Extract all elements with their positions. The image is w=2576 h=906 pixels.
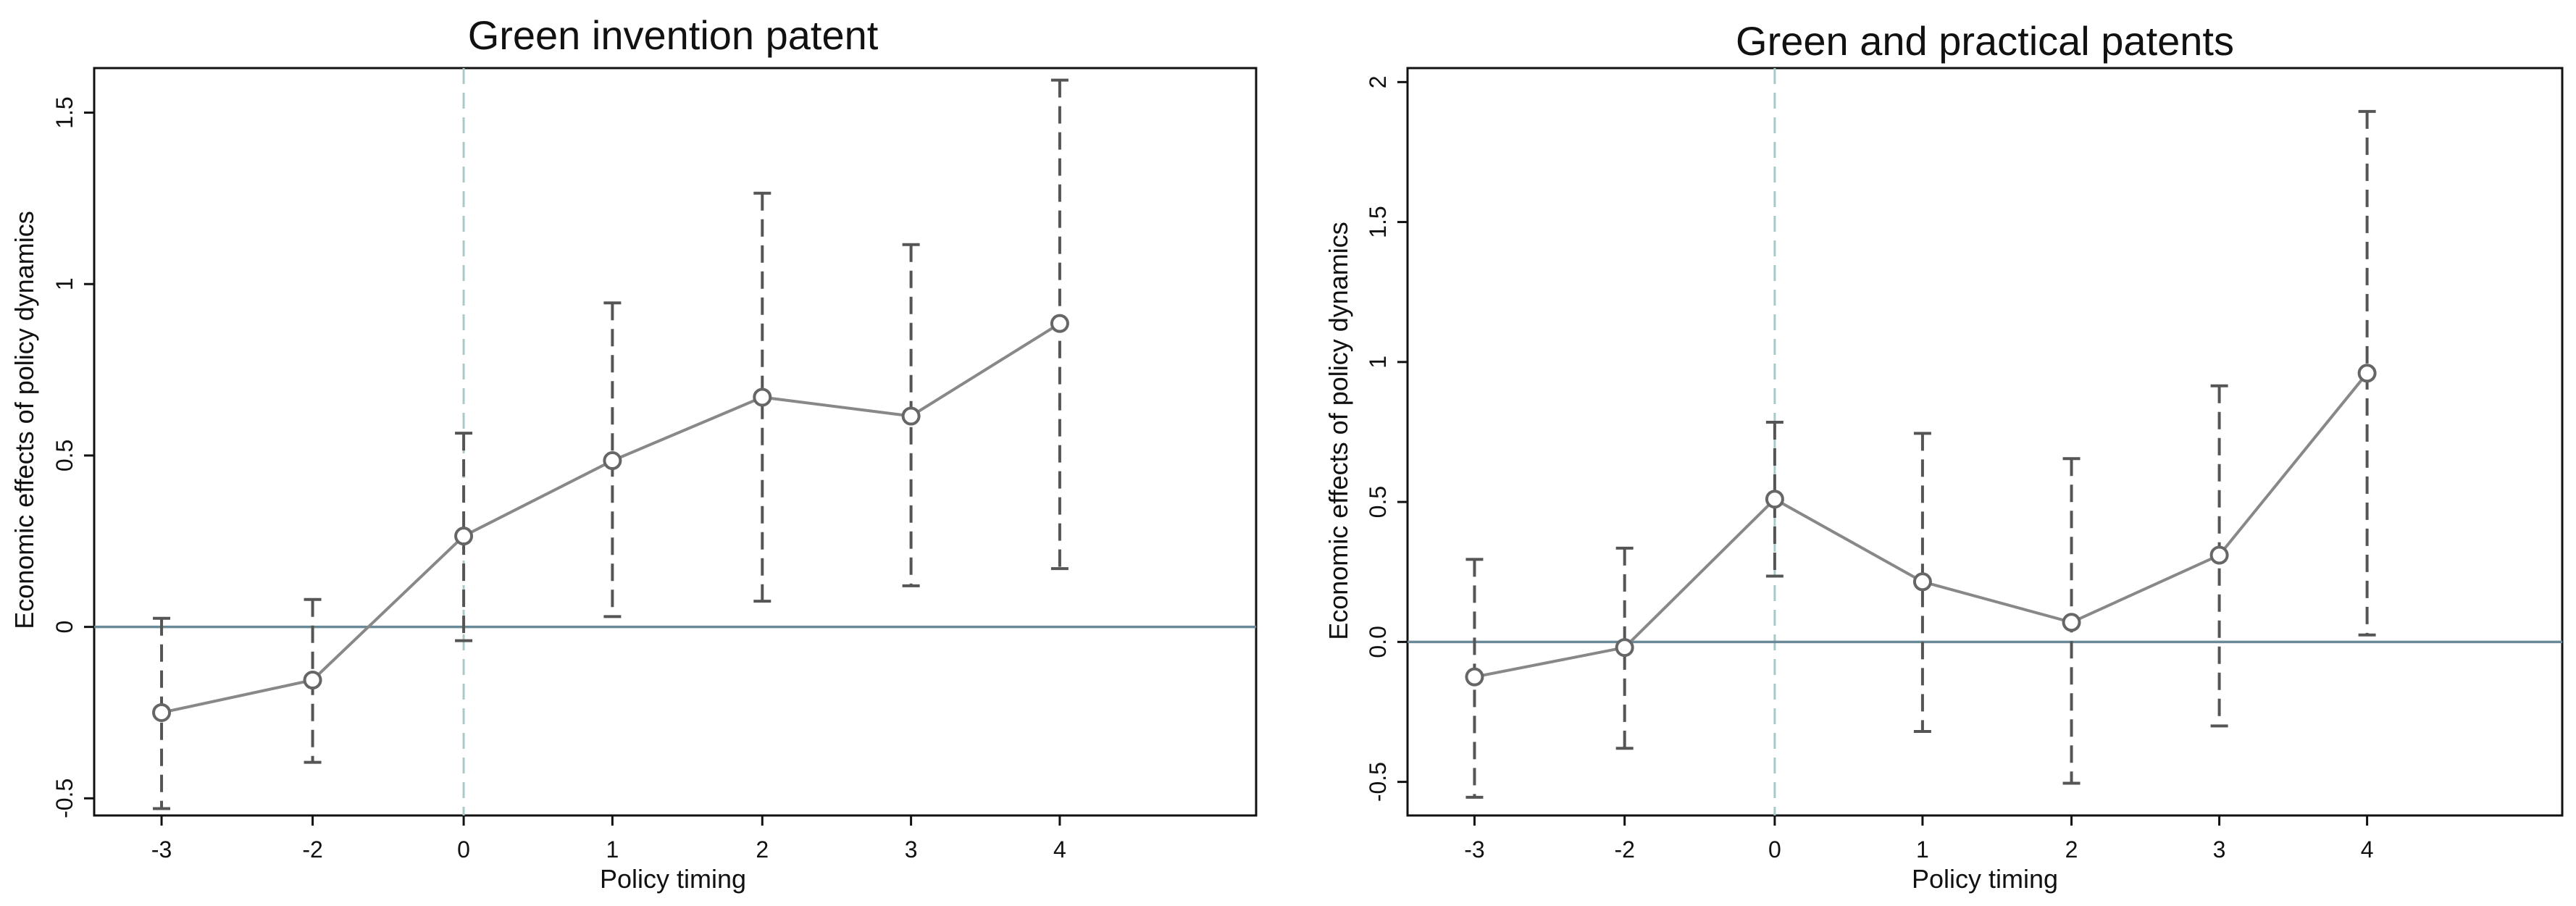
y-axis-label: Economic effects of policy dynamics	[1323, 222, 1353, 640]
y-tick-label: 0.0	[1365, 626, 1391, 658]
data-point	[2062, 613, 2081, 632]
x-axis-label: Policy timing	[1912, 864, 2058, 894]
chart-title: Green invention patent	[468, 12, 879, 58]
y-tick-label: -0.5	[51, 779, 78, 818]
chart-panel-green-practical: Green and practical patents Policy timin…	[1323, 18, 2564, 894]
y-tick-label: 1	[1365, 356, 1391, 369]
plot-frame	[1406, 67, 2564, 817]
x-tick-label: 0	[1768, 836, 1781, 863]
x-tick-label: 0	[457, 836, 470, 863]
data-point	[603, 451, 622, 471]
data-point	[901, 406, 921, 426]
chart-title: Green and practical patents	[1736, 18, 2234, 64]
x-tick-label: 1	[606, 836, 619, 863]
x-tick-label: 4	[1053, 836, 1066, 863]
x-tick-label: 1	[1916, 836, 1929, 863]
y-tick-label: 1.5	[51, 96, 78, 128]
y-tick-label: 1.5	[1365, 206, 1391, 238]
x-tick-label: 3	[2213, 836, 2226, 863]
y-tick-label: 0.5	[51, 440, 78, 471]
x-tick-label: 3	[905, 836, 918, 863]
x-tick-label: -2	[1614, 836, 1634, 863]
y-tick-label: 0	[51, 621, 78, 634]
y-tick-label: 1	[51, 277, 78, 290]
y-axis-label: Economic effects of policy dynamics	[9, 211, 39, 629]
data-point	[753, 387, 772, 407]
y-tick-label: 0.5	[1365, 486, 1391, 518]
x-tick-label: -2	[302, 836, 322, 863]
y-tick-label: -0.5	[1365, 762, 1391, 802]
data-point	[454, 527, 474, 546]
plot-frame	[93, 67, 1258, 817]
x-tick-label: 2	[756, 836, 769, 863]
x-tick-label: 2	[2065, 836, 2078, 863]
y-tick-label: 2	[1365, 75, 1391, 88]
data-point	[2357, 364, 2377, 383]
x-tick-label: -3	[1464, 836, 1484, 863]
x-tick-label: -3	[151, 836, 172, 863]
data-point	[1912, 572, 1932, 592]
x-axis-label: Policy timing	[600, 864, 746, 894]
data-point	[152, 702, 172, 722]
data-point	[1465, 667, 1484, 687]
data-point	[1615, 638, 1634, 658]
data-point	[1050, 314, 1069, 333]
data-point	[1765, 490, 1784, 509]
data-point	[303, 671, 322, 690]
data-point	[2209, 545, 2229, 565]
series-line	[161, 322, 1061, 714]
series-line	[1474, 372, 2369, 679]
x-tick-label: 4	[2361, 836, 2374, 863]
chart-panel-green-invention: Green invention patent Policy timing Eco…	[9, 12, 1258, 894]
